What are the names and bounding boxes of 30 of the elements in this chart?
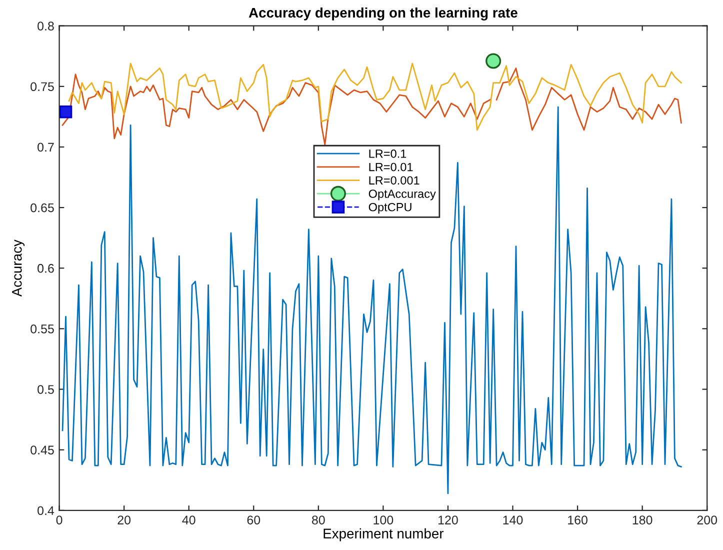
chart-title: Accuracy depending on the learning rate [248,7,518,20]
line-series [62,106,682,494]
legend-label: LR=0.001 [369,176,420,185]
x-tick-label: 0 [56,516,62,524]
x-tick-label: 80 [312,516,325,524]
y-tick-label: 0.7 [38,142,54,152]
x-tick-label: 100 [374,516,394,524]
legend-label: OptCPU [368,202,412,214]
x-tick-label: 40 [182,516,196,524]
x-tick-label: 180 [632,516,652,524]
legend-label: OptAccuracy [368,190,436,200]
y-tick-label: 0.5 [38,385,54,394]
y-tick-label: 0.65 [30,203,54,212]
line-series [68,62,682,131]
x-tick-label: 120 [438,516,458,524]
y-tick-label: 0.4 [38,506,54,516]
x-tick-label: 200 [697,516,718,524]
y-tick-label: 0.6 [38,264,54,273]
y-tick-label: 0.45 [30,446,54,454]
x-axis-title: Experiment number [324,528,444,542]
legend-label: LR=0.01 [369,162,413,172]
y-tick-label: 0.75 [30,82,54,92]
y-tick-label: 0.55 [30,324,54,334]
y-axis-title: Accuracy [12,240,25,297]
y-tick-label: 0.8 [38,22,54,30]
legend-label: LR=0.1 [369,149,406,158]
x-tick-label: 140 [503,516,523,524]
x-tick-label: 20 [118,516,131,524]
x-tick-label: 160 [568,516,588,524]
x-tick-label: 60 [247,516,260,524]
